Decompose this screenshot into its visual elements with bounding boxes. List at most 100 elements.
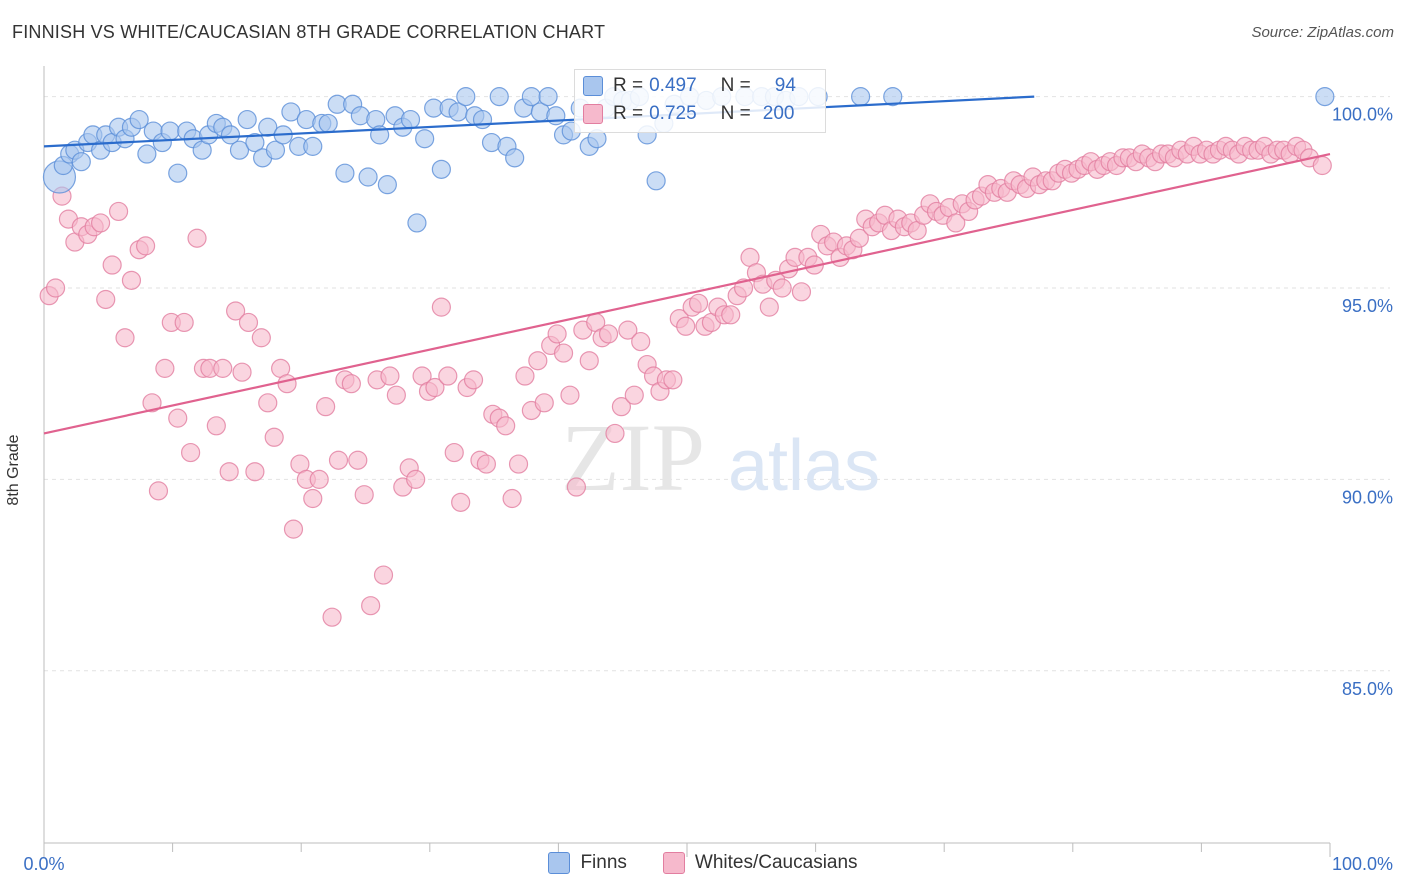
r-value: 0.725: [649, 103, 697, 124]
x-tick-label: 100.0%: [1332, 854, 1393, 874]
data-point: [121, 270, 142, 290]
axes: [43, 66, 1331, 857]
data-point: [238, 312, 259, 333]
data-point: [373, 565, 394, 585]
data-point: [425, 377, 445, 398]
y-tick-label: 100.0%: [1332, 105, 1393, 125]
data-point: [309, 469, 329, 489]
watermark-atlas: atlas: [728, 426, 880, 506]
data-point: [772, 278, 792, 298]
y-axis-label: 8th Grade: [5, 434, 22, 506]
data-point: [438, 366, 458, 386]
data-point: [431, 297, 451, 317]
data-point: [534, 393, 554, 413]
data-point: [281, 102, 301, 122]
data-point: [502, 488, 522, 509]
data-point: [646, 171, 666, 191]
data-point: [316, 397, 336, 417]
data-point: [456, 87, 476, 107]
legend-item-whites: Whites/Caucasians: [662, 852, 858, 874]
data-point: [264, 427, 284, 447]
data-point: [258, 117, 278, 137]
data-point: [245, 132, 265, 153]
data-point: [129, 109, 149, 130]
data-point: [560, 385, 580, 405]
r-value: 0.497: [649, 75, 697, 96]
n-value: 200: [762, 103, 795, 124]
data-point: [759, 297, 779, 317]
trend-line: [43, 95, 1035, 148]
data-point: [303, 488, 323, 509]
data-point: [213, 358, 233, 378]
data-point: [579, 351, 599, 371]
data-point: [90, 213, 111, 233]
legend-item-finns: Finns: [548, 852, 627, 874]
data-point: [1315, 87, 1335, 107]
data-point: [142, 393, 162, 413]
data-point: [380, 366, 400, 386]
data-point: [335, 163, 355, 183]
data-point: [354, 485, 374, 505]
data-point: [406, 469, 426, 489]
data-point: [160, 121, 180, 141]
stats-legend: R = 0.497 N = 94 R = 0.725 N = 200: [574, 69, 826, 133]
data-point: [328, 450, 349, 470]
gridlines: [44, 96, 1390, 672]
data-point: [849, 228, 869, 248]
data-point: [611, 397, 632, 417]
data-point: [348, 450, 368, 470]
data-point: [303, 136, 323, 156]
data-point: [102, 255, 122, 275]
data-point: [631, 331, 651, 352]
data-point: [148, 481, 169, 501]
data-point: [71, 152, 91, 172]
finns-swatch: [583, 76, 603, 96]
data-point: [663, 370, 683, 390]
data-point: [515, 366, 535, 386]
whites-swatch: [583, 104, 603, 124]
data-point: [451, 492, 471, 512]
data-point: [318, 113, 338, 134]
data-point: [226, 301, 246, 321]
data-point: [444, 442, 464, 463]
y-tick-label: 85.0%: [1342, 679, 1393, 699]
data-point: [232, 362, 252, 382]
data-point: [220, 125, 241, 145]
trend-line: [43, 152, 1331, 435]
legend-label-finns: Finns: [580, 852, 627, 873]
data-point: [496, 416, 516, 436]
data-point: [341, 374, 361, 394]
tick-labels: 85.0% 90.0% 95.0% 100.0% 0.0% 100.0%: [23, 105, 1393, 874]
data-point: [358, 167, 378, 187]
data-point: [137, 144, 157, 164]
data-point: [553, 343, 574, 363]
data-point: [605, 423, 625, 444]
data-point: [566, 477, 587, 497]
data-point: [791, 282, 812, 302]
data-point: [187, 228, 207, 248]
whites-legend-swatch: [662, 852, 685, 874]
n-label: N =: [720, 103, 751, 124]
data-point: [400, 109, 421, 130]
series-legend: Finns Whites/Caucasians: [0, 852, 1406, 874]
data-point: [219, 462, 239, 482]
data-point: [45, 278, 66, 298]
data-point: [322, 607, 342, 627]
data-point: [108, 201, 129, 222]
series-whites-caucasians: [39, 136, 1332, 627]
data-point: [851, 87, 871, 107]
data-point: [407, 213, 427, 233]
data-point: [618, 320, 638, 340]
data-point: [155, 358, 175, 378]
data-point: [476, 454, 496, 474]
source-label: Source: ZipAtlas.com: [1251, 24, 1394, 41]
data-point: [1312, 155, 1332, 176]
legend-row-finns: R = 0.497 N = 94: [583, 74, 796, 98]
data-point: [489, 87, 509, 107]
data-point: [463, 370, 484, 390]
data-point: [547, 324, 567, 344]
n-value: 94: [774, 75, 796, 96]
data-point: [174, 312, 194, 333]
data-point: [688, 293, 709, 313]
data-point: [528, 351, 548, 371]
